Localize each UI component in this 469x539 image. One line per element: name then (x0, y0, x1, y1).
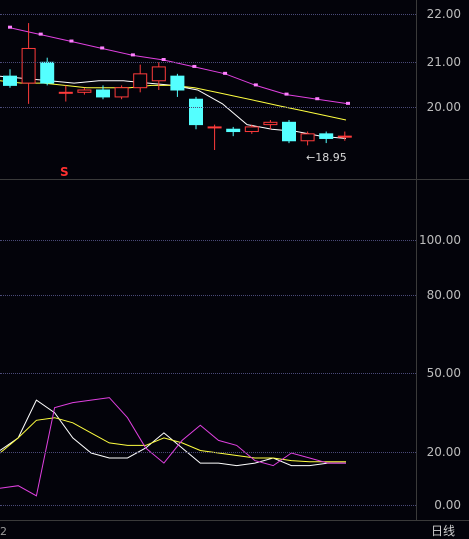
candle-body (207, 126, 222, 129)
price-gridline (0, 62, 416, 63)
osc-gridline (0, 373, 416, 374)
oscillator-chart (0, 397, 346, 497)
ma-point (130, 53, 135, 57)
indicator-pane[interactable]: 100.00 80.00 50.00 20.00 0.00 (0, 181, 469, 521)
candle-body (21, 47, 36, 84)
candle-body (77, 89, 92, 93)
indicator-line (0, 399, 346, 467)
candle-body (300, 133, 315, 142)
moving-average-line (9, 27, 349, 105)
osc-tick-label: 100.00 (419, 233, 461, 247)
candle-body (282, 121, 296, 142)
osc-gridline (0, 240, 416, 241)
ma-point (253, 83, 258, 87)
period-selector[interactable]: 日线 (430, 524, 455, 538)
osc-tick-label: 0.00 (434, 498, 461, 512)
candle-body (244, 126, 259, 133)
candle-body (189, 98, 203, 126)
osc-tick-label: 80.00 (426, 288, 461, 302)
candle-body (114, 87, 129, 98)
price-tick-label: 22.00 (426, 7, 461, 21)
candle-body (226, 128, 241, 133)
status-bar: 2 日线 (0, 520, 469, 539)
candle-body (263, 121, 278, 126)
candle-body (58, 91, 73, 94)
ma-point (8, 25, 12, 29)
candlestick-chart (0, 23, 352, 150)
pane-divider[interactable] (0, 179, 469, 180)
price-chart-pane[interactable]: 22.00 21.00 20.00 S ←18.95 (0, 0, 469, 180)
low-price-label: ←18.95 (306, 151, 347, 164)
indicator-line (0, 397, 346, 497)
ma-point (192, 64, 197, 68)
osc-gridline (0, 295, 416, 296)
candle-body (3, 75, 17, 86)
ma-point (38, 32, 43, 36)
price-gridline (0, 107, 416, 108)
ma-point (315, 97, 320, 101)
price-tick-label: 21.00 (426, 55, 461, 69)
indicator-line (0, 417, 346, 463)
osc-gridline (0, 452, 416, 453)
candle-body (337, 135, 352, 138)
candle-body (319, 133, 334, 139)
osc-tick-label: 50.00 (426, 366, 461, 380)
ma-point (346, 101, 350, 105)
candle-body (151, 66, 166, 82)
ma-point (161, 58, 166, 61)
candle-body (96, 89, 110, 98)
price-tick-label: 20.00 (426, 100, 461, 114)
ma-point (69, 39, 74, 43)
ma-point (100, 46, 105, 50)
candle-body (40, 61, 55, 84)
axis-separator (416, 0, 417, 539)
signal-marker: S (60, 165, 69, 179)
osc-tick-label: 20.00 (426, 445, 461, 459)
date-axis-fragment: 2 (0, 525, 7, 538)
price-gridline (0, 14, 416, 15)
candle-body (133, 73, 148, 89)
ma-point (223, 71, 228, 75)
candle-body (170, 75, 185, 91)
osc-gridline (0, 505, 416, 506)
ma-point (284, 92, 289, 96)
